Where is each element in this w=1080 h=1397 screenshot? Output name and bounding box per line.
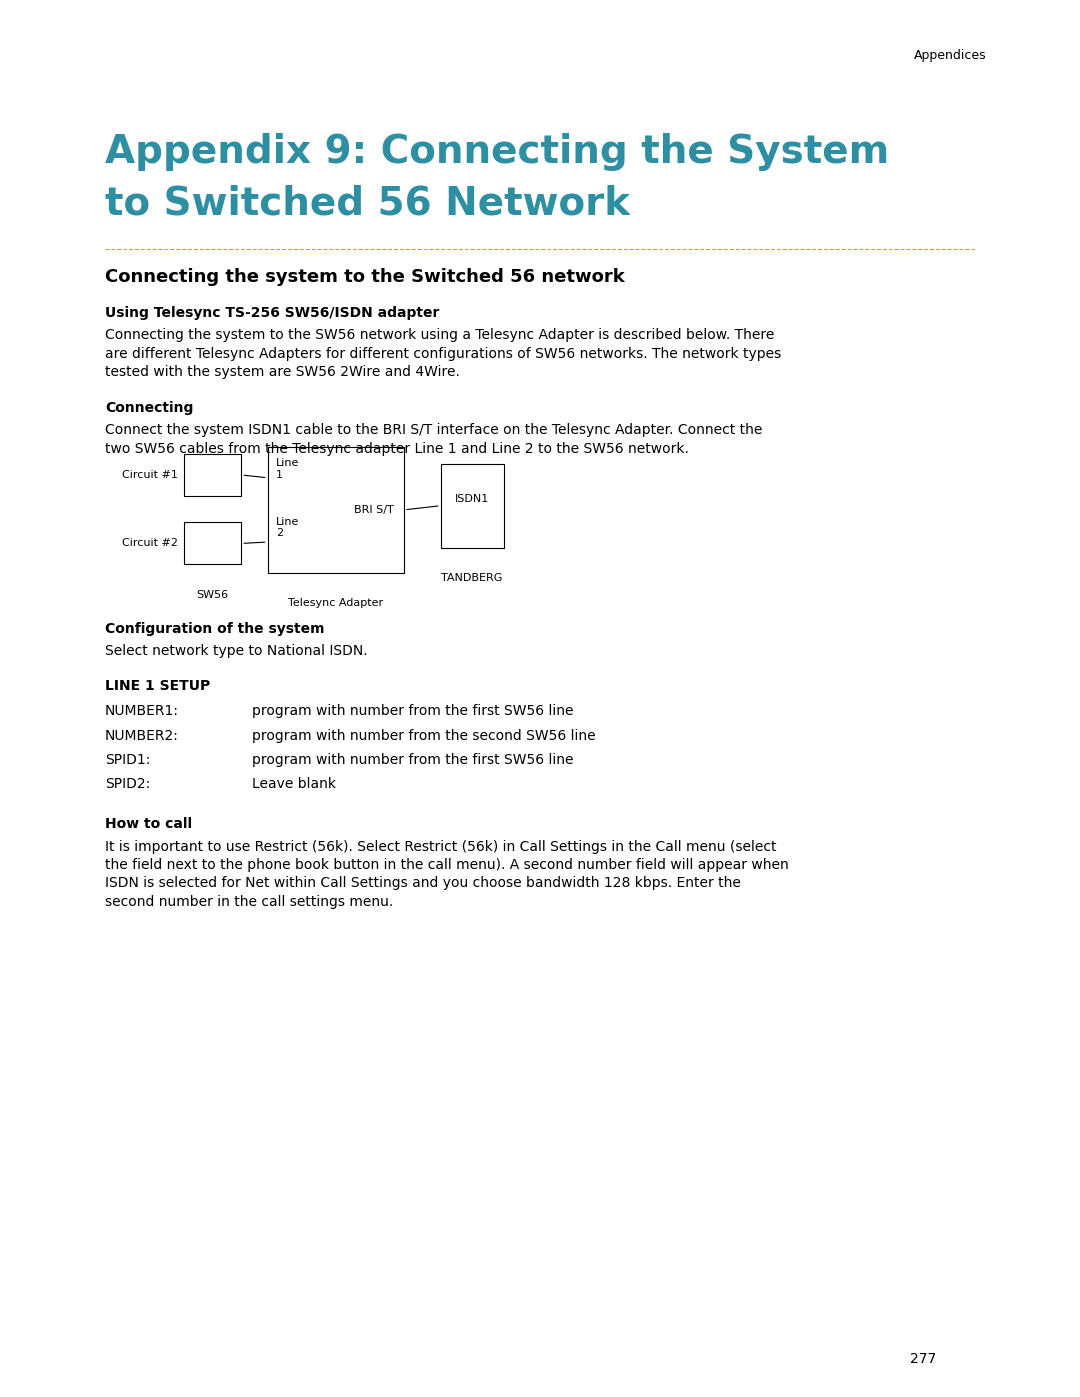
Text: 277: 277 xyxy=(910,1352,936,1366)
Text: SW56: SW56 xyxy=(197,590,229,599)
Text: NUMBER2:: NUMBER2: xyxy=(105,729,179,743)
Text: program with number from the first SW56 line: program with number from the first SW56 … xyxy=(252,753,573,767)
Text: LINE 1 SETUP: LINE 1 SETUP xyxy=(105,679,211,693)
Text: TANDBERG: TANDBERG xyxy=(442,573,503,583)
Text: Connect the system ISDN1 cable to the BRI S/T interface on the Telesync Adapter.: Connect the system ISDN1 cable to the BR… xyxy=(105,423,762,455)
Bar xyxy=(268,447,404,573)
Bar xyxy=(441,464,503,548)
Bar xyxy=(184,454,241,496)
Text: SPID1:: SPID1: xyxy=(105,753,150,767)
Bar xyxy=(184,522,241,564)
Text: to Switched 56 Network: to Switched 56 Network xyxy=(105,184,630,222)
Text: Configuration of the system: Configuration of the system xyxy=(105,622,324,636)
Text: Line
2: Line 2 xyxy=(275,517,299,538)
Text: How to call: How to call xyxy=(105,817,192,831)
Text: Circuit #1: Circuit #1 xyxy=(122,469,178,481)
Text: program with number from the first SW56 line: program with number from the first SW56 … xyxy=(252,704,573,718)
Text: Appendices: Appendices xyxy=(914,49,986,61)
Text: SPID2:: SPID2: xyxy=(105,777,150,792)
Text: Connecting the system to the Switched 56 network: Connecting the system to the Switched 56… xyxy=(105,268,624,286)
Text: Telesync Adapter: Telesync Adapter xyxy=(288,598,383,608)
Text: Circuit #2: Circuit #2 xyxy=(122,538,178,549)
Text: program with number from the second SW56 line: program with number from the second SW56… xyxy=(252,729,595,743)
Text: Connecting the system to the SW56 network using a Telesync Adapter is described : Connecting the system to the SW56 networ… xyxy=(105,328,781,379)
Text: NUMBER1:: NUMBER1: xyxy=(105,704,179,718)
Text: Line
1: Line 1 xyxy=(275,458,299,479)
Text: Leave blank: Leave blank xyxy=(252,777,336,792)
Text: Using Telesync TS-256 SW56/ISDN adapter: Using Telesync TS-256 SW56/ISDN adapter xyxy=(105,306,440,320)
Text: Select network type to National ISDN.: Select network type to National ISDN. xyxy=(105,644,367,658)
Text: Connecting: Connecting xyxy=(105,401,193,415)
Text: Appendix 9: Connecting the System: Appendix 9: Connecting the System xyxy=(105,133,889,170)
Text: It is important to use Restrict (56k). Select Restrict (56k) in Call Settings in: It is important to use Restrict (56k). S… xyxy=(105,840,788,909)
Text: ISDN1: ISDN1 xyxy=(455,493,489,504)
Text: BRI S/T: BRI S/T xyxy=(353,504,393,515)
